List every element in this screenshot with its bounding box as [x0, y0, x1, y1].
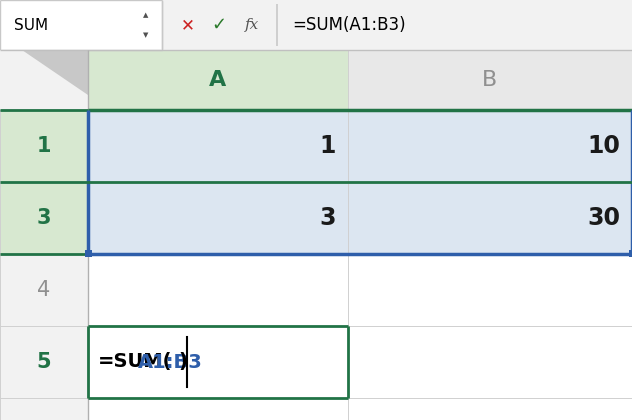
Bar	[0, 50, 632, 420]
Text: 3: 3	[320, 206, 336, 230]
Text: 30: 30	[587, 206, 620, 230]
Bar	[0, 50, 88, 420]
Bar	[0, 0, 162, 50]
Text: 1: 1	[320, 134, 336, 158]
Bar	[85, 250, 92, 257]
Text: 10: 10	[587, 134, 620, 158]
Text: 4: 4	[37, 280, 51, 300]
Bar	[348, 50, 632, 110]
Text: ✓: ✓	[212, 16, 226, 34]
Text: 5: 5	[37, 352, 51, 372]
Text: 3: 3	[37, 208, 51, 228]
Text: =SUM(A1:B3): =SUM(A1:B3)	[292, 16, 406, 34]
Text: ▼: ▼	[143, 32, 149, 38]
Text: fx: fx	[245, 18, 259, 32]
Text: ): )	[179, 352, 188, 372]
Text: ▲: ▲	[143, 12, 149, 18]
Bar	[0, 182, 88, 254]
Polygon shape	[22, 50, 88, 95]
Bar	[88, 50, 348, 110]
Text: A1:B3: A1:B3	[138, 352, 203, 372]
Bar	[0, 0, 632, 50]
Text: B: B	[482, 70, 497, 90]
Bar	[0, 50, 632, 110]
Bar	[0, 110, 88, 182]
Text: 1: 1	[37, 136, 51, 156]
Bar	[0, 50, 88, 110]
Bar	[88, 110, 632, 254]
Text: A: A	[209, 70, 227, 90]
Text: ✕: ✕	[181, 16, 195, 34]
Bar	[629, 250, 632, 257]
Text: =SUM(: =SUM(	[98, 352, 173, 372]
Text: SUM: SUM	[14, 18, 48, 32]
